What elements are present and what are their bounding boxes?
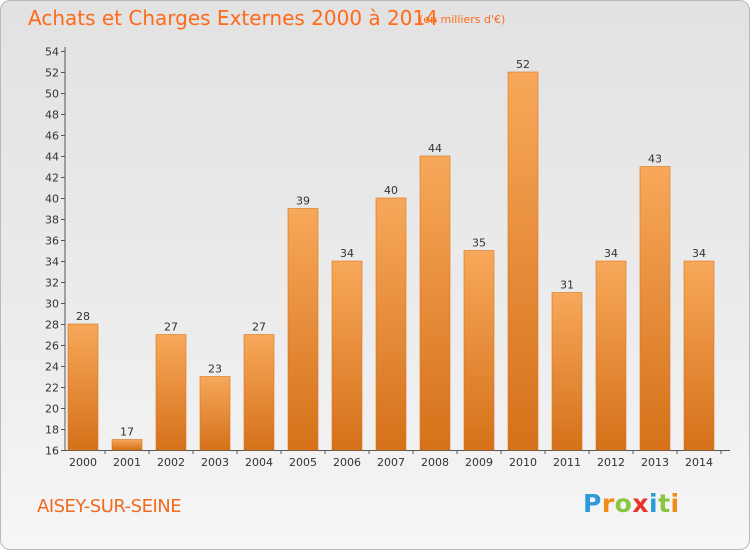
logo-letter: x: [632, 489, 649, 518]
x-tick-label: 2008: [421, 456, 449, 469]
chart-axes: 16 18 20 22 24 26 28 30 32 34 36 38 40 42 44 46 48 50 52 54…: [45, 46, 730, 469]
data-label: 17: [120, 426, 134, 439]
bar: [331, 260, 363, 451]
bar: [111, 439, 143, 451]
y-tick-label: 34: [45, 256, 59, 269]
y-tick-label: 32: [45, 277, 59, 290]
y-tick-label: 40: [45, 193, 59, 206]
y-tick-label: 24: [45, 361, 59, 374]
y-tick-label: 54: [45, 46, 59, 59]
y-tick-label: 38: [45, 214, 59, 227]
bar: [375, 197, 407, 451]
bar-series: [67, 71, 715, 451]
bar: [463, 250, 495, 451]
data-label: 23: [208, 363, 222, 376]
bar: [155, 334, 187, 451]
x-tick-label: 2012: [597, 456, 625, 469]
data-label: 52: [516, 58, 530, 71]
x-tick-label: 2011: [553, 456, 581, 469]
bar: [243, 334, 275, 451]
x-tick-label: 2000: [69, 456, 97, 469]
data-label: 34: [692, 247, 706, 260]
chart-title: Achats et Charges Externes 2000 à 2014: [28, 6, 438, 30]
y-tick-label: 36: [45, 235, 59, 248]
logo-letter: P: [583, 489, 602, 518]
data-label: 34: [604, 247, 618, 260]
data-label: 35: [472, 237, 486, 250]
proxiti-logo[interactable]: Proxiti: [583, 489, 680, 518]
y-tick-label: 16: [45, 445, 59, 458]
data-label: 44: [428, 142, 442, 155]
x-tick-label: 2010: [509, 456, 537, 469]
bar: [639, 166, 671, 451]
x-tick-label: 2003: [201, 456, 229, 469]
x-tick-label: 2009: [465, 456, 493, 469]
data-label: 28: [76, 310, 90, 323]
data-label: 31: [560, 279, 574, 292]
y-tick-label: 20: [45, 403, 59, 416]
y-tick-label: 26: [45, 340, 59, 353]
logo-letter: i: [649, 489, 659, 518]
logo-letter: o: [614, 489, 633, 518]
data-label: 40: [384, 184, 398, 197]
bar: [683, 260, 715, 451]
bar: [551, 292, 583, 451]
x-tick-label: 2002: [157, 456, 185, 469]
logo-letter: i: [670, 489, 680, 518]
data-label: 27: [252, 321, 266, 334]
y-tick-label: 46: [45, 130, 59, 143]
data-label: 43: [648, 153, 662, 166]
data-label: 39: [296, 195, 310, 208]
x-tick-label: 2005: [289, 456, 317, 469]
y-tick-label: 18: [45, 424, 59, 437]
chart-subtitle: (en milliers d'€): [419, 13, 506, 26]
y-tick-label: 28: [45, 319, 59, 332]
data-label: 27: [164, 321, 178, 334]
bar: [507, 71, 539, 451]
bar: [67, 323, 99, 451]
x-tick-label: 2007: [377, 456, 405, 469]
commune-name: AISEY-SUR-SEINE: [37, 496, 182, 517]
y-tick-label: 30: [45, 298, 59, 311]
data-labels: 28 17 27 23 27 39 34 40 44 35 52 31 34 43 34: [76, 58, 706, 439]
y-tick-label: 50: [45, 88, 59, 101]
y-tick-label: 52: [45, 67, 59, 80]
logo-letter: t: [658, 489, 671, 518]
x-tick-label: 2001: [113, 456, 141, 469]
bar: [199, 376, 231, 451]
data-label: 34: [340, 247, 354, 260]
y-tick-label: 22: [45, 382, 59, 395]
x-tick-label: 2014: [685, 456, 713, 469]
y-tick-label: 42: [45, 172, 59, 185]
x-tick-label: 2006: [333, 456, 361, 469]
y-tick-label: 48: [45, 109, 59, 122]
x-tick-label: 2013: [641, 456, 669, 469]
bar: [595, 260, 627, 451]
y-tick-label: 44: [45, 151, 59, 164]
bar: [419, 155, 451, 451]
logo-letter: r: [601, 489, 615, 518]
bar: [287, 208, 319, 451]
x-tick-label: 2004: [245, 456, 273, 469]
